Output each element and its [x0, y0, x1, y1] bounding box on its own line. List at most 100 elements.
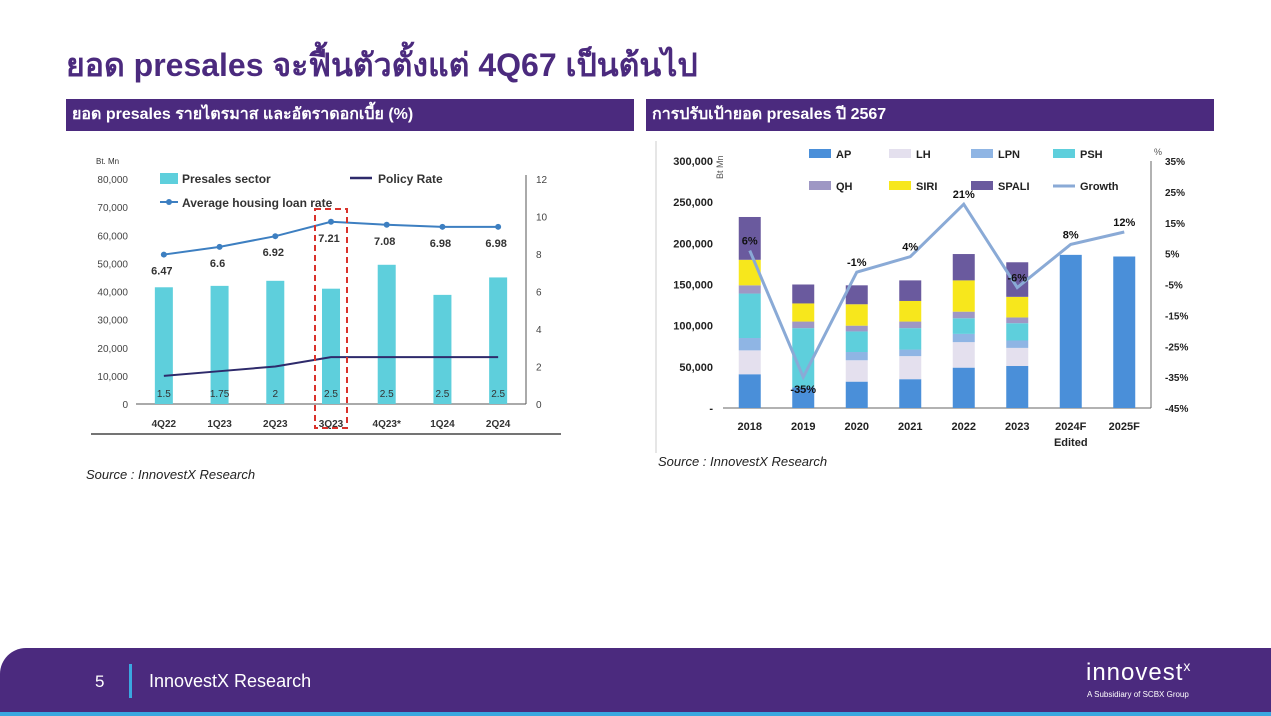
x-tick-label: 1Q24	[430, 419, 455, 430]
left-y-tick: 300,000	[673, 156, 713, 168]
left-y-tick: 30,000	[97, 316, 128, 327]
legend-psh-swatch	[1053, 149, 1075, 158]
legend-lh-label: LH	[916, 149, 931, 161]
right-y-tick: -15%	[1165, 311, 1188, 322]
page-number: 5	[95, 672, 105, 691]
legend-qh-label: QH	[836, 181, 853, 193]
legend-loan-marker	[166, 199, 172, 205]
legend-loan-label: Average housing loan rate	[182, 196, 333, 210]
left-y-tick: 50,000	[97, 259, 128, 270]
bar-segment-lh	[952, 342, 975, 368]
bar-segment-ap	[1059, 254, 1082, 408]
loan-rate-point	[439, 223, 446, 230]
left-y-tick: 100,000	[673, 321, 713, 333]
bar-segment-qh	[738, 285, 761, 294]
x-tick-label: Edited	[1054, 437, 1088, 449]
right-y-tick: 10	[536, 213, 548, 224]
legend-growth-label: Growth	[1080, 181, 1119, 193]
legend-siri-label: SIRI	[916, 181, 937, 193]
x-tick-label: 2020	[845, 421, 869, 433]
bar-segment-siri	[845, 304, 868, 326]
legend-ap-swatch	[809, 149, 831, 158]
loan-rate-point	[383, 221, 390, 228]
right-y-tick: 35%	[1165, 157, 1185, 168]
left-y-tick: 0	[122, 400, 128, 411]
left-source-note: Source : InnovestX Research	[86, 467, 256, 482]
growth-label: -35%	[790, 384, 816, 396]
policy-rate-line	[163, 356, 499, 377]
x-tick-label: 2023	[1005, 421, 1029, 433]
bar-segment-siri	[899, 300, 922, 322]
policy-rate-label: 2.5	[491, 389, 505, 400]
bar-segment-lpn	[899, 349, 922, 357]
presales-bar	[154, 287, 173, 404]
legend-spali-swatch	[971, 181, 993, 190]
bar-segment-siri	[1006, 296, 1029, 318]
presales-bar	[377, 264, 396, 404]
growth-label: 21%	[953, 189, 975, 201]
x-tick-label: 2021	[898, 421, 922, 433]
legend-siri-swatch	[889, 181, 911, 190]
growth-label: -6%	[1007, 273, 1027, 285]
legend-presales-label: Presales sector	[182, 172, 271, 186]
growth-label: 8%	[1063, 229, 1079, 241]
presales-bar	[433, 294, 452, 404]
bar-segment-qh	[952, 311, 975, 319]
left-y-tick: 50,000	[679, 362, 713, 374]
bar-segment-qh	[1006, 317, 1029, 324]
legend-psh-label: PSH	[1080, 149, 1103, 161]
bar-segment-spali	[1006, 262, 1029, 297]
bar-segment-psh	[792, 328, 815, 388]
legend-lpn-swatch	[971, 149, 993, 158]
bar-segment-qh	[899, 321, 922, 329]
x-tick-label: 2022	[952, 421, 976, 433]
legend-policy-label: Policy Rate	[378, 172, 443, 186]
loan-rate-label: 6.6	[210, 258, 225, 270]
legend-qh-swatch	[809, 181, 831, 190]
bar-segment-lh	[845, 360, 868, 382]
brand-name: innovest	[1086, 659, 1184, 686]
bar-segment-spali	[845, 285, 868, 305]
footer-divider	[129, 664, 132, 698]
right-y-tick: 2	[536, 363, 542, 374]
x-tick-label: 2018	[738, 421, 762, 433]
presales-bar	[210, 285, 229, 404]
presales-target-chart: Bt Mn% - 50,000 100,000 150,000 200,000 250,00…	[655, 141, 1188, 453]
loan-rate-point	[495, 223, 502, 230]
bar-segment-lh	[1006, 347, 1029, 367]
presales-bar	[489, 277, 508, 404]
bar-segment-lpn	[845, 352, 868, 361]
bar-segment-psh	[952, 318, 975, 334]
loan-rate-label: 6.98	[485, 238, 506, 250]
bar-segment-ap	[899, 379, 922, 408]
presales-interest-chart: Bt. Mn 0 10,000 20,000 30,000 40,000 50,000 60,…	[91, 157, 561, 435]
right-panel-header: การปรับเป้ายอด presales ปี 2567	[646, 99, 1214, 131]
right-y-tick: -5%	[1165, 281, 1183, 292]
x-tick-label: 2Q24	[486, 419, 511, 430]
bar-segment-ap	[845, 381, 868, 408]
bar-segment-psh	[1006, 323, 1029, 341]
loan-rate-point	[328, 218, 334, 225]
presales-bar	[322, 288, 340, 404]
bar-segment-spali	[792, 284, 815, 304]
policy-rate-label: 2.5	[380, 389, 394, 400]
right-y-tick: 6	[536, 288, 542, 299]
left-y-tick: 150,000	[673, 280, 713, 292]
footer-text: InnovestX Research	[149, 671, 312, 691]
loan-rate-point	[272, 233, 279, 240]
right-y-tick: 0	[536, 400, 542, 411]
loan-rate-label: 6.98	[430, 238, 451, 250]
page-title: ยอด presales จะฟื้นตัวตั้งแต่ 4Q67 เป็นต…	[66, 47, 698, 83]
loan-rate-point	[216, 243, 223, 250]
bar-segment-ap	[1113, 256, 1136, 408]
bar-segment-qh	[792, 321, 815, 329]
x-tick-label: 2024F	[1055, 421, 1086, 433]
bar-segment-ap	[738, 374, 761, 408]
bar-segment-lpn	[952, 333, 975, 343]
left-y-tick: 80,000	[97, 175, 128, 186]
bar-segment-psh	[899, 328, 922, 350]
x-tick-label: 4Q22	[152, 419, 177, 430]
left-y-tick: 10,000	[97, 372, 128, 383]
left-y-tick: 40,000	[97, 288, 128, 299]
legend-ap-label: AP	[836, 149, 851, 161]
